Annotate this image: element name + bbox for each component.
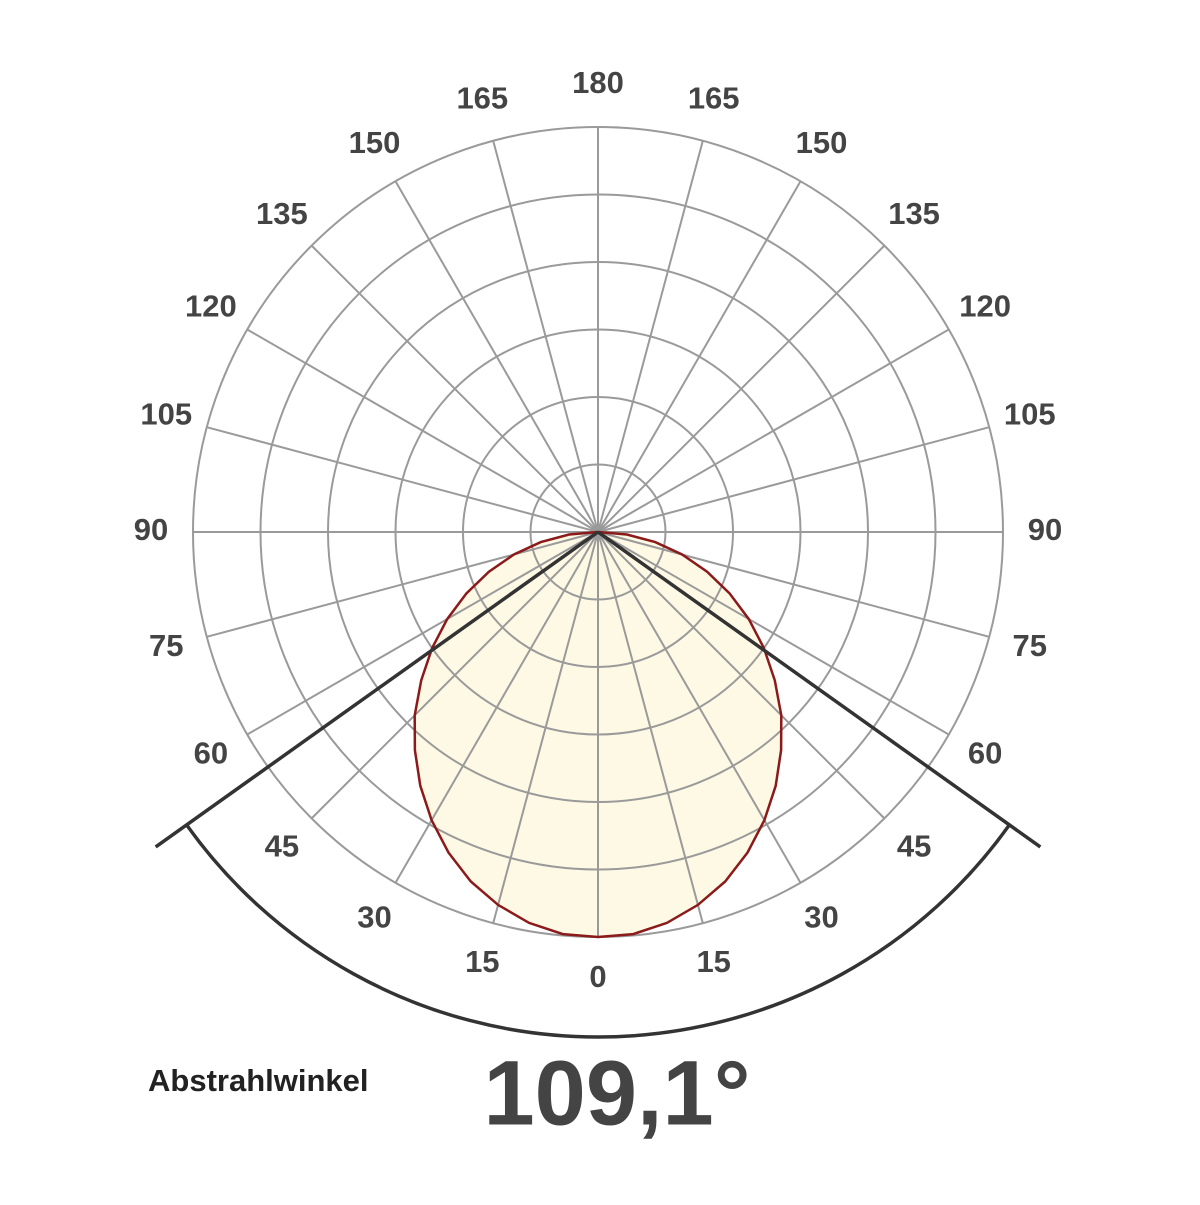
angle-label: 75 [1013,628,1047,663]
angle-label: 180 [572,65,624,100]
angle-label: 135 [888,196,940,231]
beam-angle-title: Abstrahlwinkel [148,1063,369,1098]
grid-spoke [597,531,886,820]
angle-label: 30 [804,899,838,934]
lobe-outline [413,530,783,939]
beam-angle-value: 109,1° [483,1042,750,1144]
grid-spoke [394,180,599,533]
angle-label: 105 [1004,396,1056,431]
grid-spoke [246,328,599,533]
angle-label: 75 [149,628,183,663]
grid-spoke [206,426,599,533]
grid-spoke [597,531,950,736]
grid-spoke [597,244,886,533]
angle-label: 60 [194,736,228,771]
beam-line [596,530,1042,849]
grid-spoke [597,180,802,533]
grid-spoke [597,531,802,884]
grid-spoke [597,140,704,533]
angle-label: 90 [1028,512,1062,547]
beam-arc [185,823,1011,1039]
angle-label: 135 [256,196,308,231]
angle-label: 45 [265,828,299,863]
angle-label: 45 [897,828,931,863]
grid-spoke [310,244,599,533]
angle-label: 90 [134,512,168,547]
angle-label: 30 [357,899,391,934]
angle-label: 15 [696,944,730,979]
grid-spoke [206,531,599,638]
angle-label: 165 [688,80,740,115]
angle-label: 105 [140,396,192,431]
angle-label: 15 [465,944,499,979]
grid-spoke [246,531,599,736]
beam-line [154,530,600,849]
angle-label: 150 [349,125,401,160]
angle-label: 60 [968,736,1002,771]
angle-label: 165 [456,80,508,115]
grid-spoke [310,531,599,820]
angle-label: 0 [589,959,606,994]
grid-spoke [492,140,599,533]
angle-label: 120 [185,289,237,324]
angle-label: 150 [796,125,848,160]
grid-spoke [394,531,599,884]
grid-spoke [597,426,990,533]
grid-spoke [597,531,704,924]
angle-label: 120 [959,289,1011,324]
grid-spoke [492,531,599,924]
grid-spoke [597,531,990,638]
grid-spoke [597,328,950,533]
